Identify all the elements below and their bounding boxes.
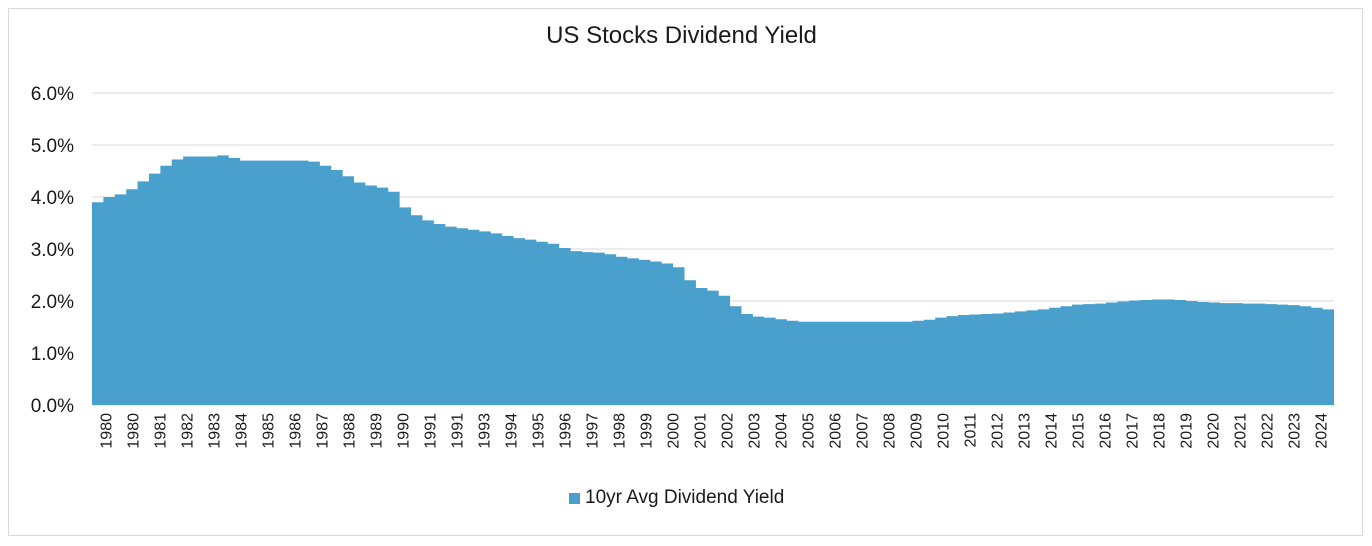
series-area-10yr-avg-dividend-yield bbox=[92, 155, 1334, 405]
series-area bbox=[92, 155, 1334, 405]
x-tick-label: 2011 bbox=[963, 413, 980, 448]
x-tick-label: 1994 bbox=[504, 413, 521, 449]
x-tick-label: 2003 bbox=[747, 413, 764, 449]
x-tick-label: 1995 bbox=[531, 413, 548, 449]
x-tick-label: 1991 bbox=[423, 413, 440, 449]
x-tick-label: 1997 bbox=[585, 413, 602, 449]
x-tick-label: 2014 bbox=[1044, 413, 1061, 449]
y-tick-label: 2.0% bbox=[31, 292, 74, 313]
x-tick-label: 2016 bbox=[1098, 413, 1115, 449]
x-tick-label: 1988 bbox=[342, 413, 359, 449]
x-tick-label: 1991 bbox=[450, 413, 467, 449]
x-tick-label: 2024 bbox=[1314, 413, 1331, 449]
legend-swatch bbox=[569, 492, 580, 504]
x-tick-label: 2018 bbox=[1152, 413, 1169, 449]
x-tick-label: 2000 bbox=[666, 413, 683, 449]
y-tick-label: 4.0% bbox=[31, 188, 74, 209]
x-tick-label: 2007 bbox=[855, 413, 872, 449]
chart-title: US Stocks Dividend Yield bbox=[546, 22, 817, 49]
y-tick-label: 0.0% bbox=[31, 396, 74, 417]
x-tick-label: 1996 bbox=[558, 413, 575, 449]
y-tick-label: 6.0% bbox=[31, 84, 74, 105]
x-tick-label: 1981 bbox=[153, 413, 170, 449]
x-axis-tick-labels: 1980 1980 1981 1982 1983 1984 1985 1986 1987 1988… bbox=[99, 413, 1331, 449]
x-tick-label: 2001 bbox=[693, 413, 710, 449]
x-tick-label: 1980 bbox=[99, 413, 116, 449]
x-tick-label: 2002 bbox=[720, 413, 737, 449]
x-tick-label: 2008 bbox=[882, 413, 899, 449]
x-tick-label: 2022 bbox=[1260, 413, 1277, 449]
x-tick-label: 2006 bbox=[828, 413, 845, 449]
y-tick-label: 1.0% bbox=[31, 344, 74, 365]
y-axis-tick-labels: 0.0% 1.0% 2.0% 3.0% 4.0% 5.0% 6.0% bbox=[31, 84, 74, 417]
x-tick-label: 1983 bbox=[207, 413, 224, 449]
x-tick-label: 1985 bbox=[261, 413, 278, 449]
x-tick-label: 2020 bbox=[1206, 413, 1223, 449]
x-tick-label: 1990 bbox=[396, 413, 413, 449]
x-tick-label: 1993 bbox=[477, 413, 494, 449]
x-tick-label: 1999 bbox=[639, 413, 656, 449]
x-tick-label: 2009 bbox=[909, 413, 926, 449]
x-tick-label: 1986 bbox=[288, 413, 305, 449]
x-tick-label: 1982 bbox=[180, 413, 197, 449]
x-tick-label: 2012 bbox=[990, 413, 1007, 449]
y-tick-label: 5.0% bbox=[31, 136, 74, 157]
x-tick-label: 2010 bbox=[936, 413, 953, 449]
y-tick-label: 3.0% bbox=[31, 240, 74, 261]
x-tick-label: 2021 bbox=[1233, 413, 1250, 449]
x-tick-label: 2019 bbox=[1179, 413, 1196, 449]
x-tick-label: 1984 bbox=[234, 413, 251, 449]
x-tick-label: 2015 bbox=[1071, 413, 1088, 449]
x-tick-label: 1998 bbox=[612, 413, 629, 449]
x-tick-label: 2017 bbox=[1125, 413, 1142, 449]
legend-label: 10yr Avg Dividend Yield bbox=[585, 487, 785, 508]
x-tick-label: 1980 bbox=[126, 413, 143, 449]
x-tick-label: 1989 bbox=[369, 413, 386, 449]
x-tick-label: 2013 bbox=[1017, 413, 1034, 449]
x-tick-label: 2004 bbox=[774, 413, 791, 449]
legend: 10yr Avg Dividend Yield bbox=[569, 487, 784, 509]
x-tick-label: 2005 bbox=[801, 413, 818, 449]
x-tick-label: 1987 bbox=[315, 413, 332, 449]
x-tick-label: 2023 bbox=[1287, 413, 1304, 449]
